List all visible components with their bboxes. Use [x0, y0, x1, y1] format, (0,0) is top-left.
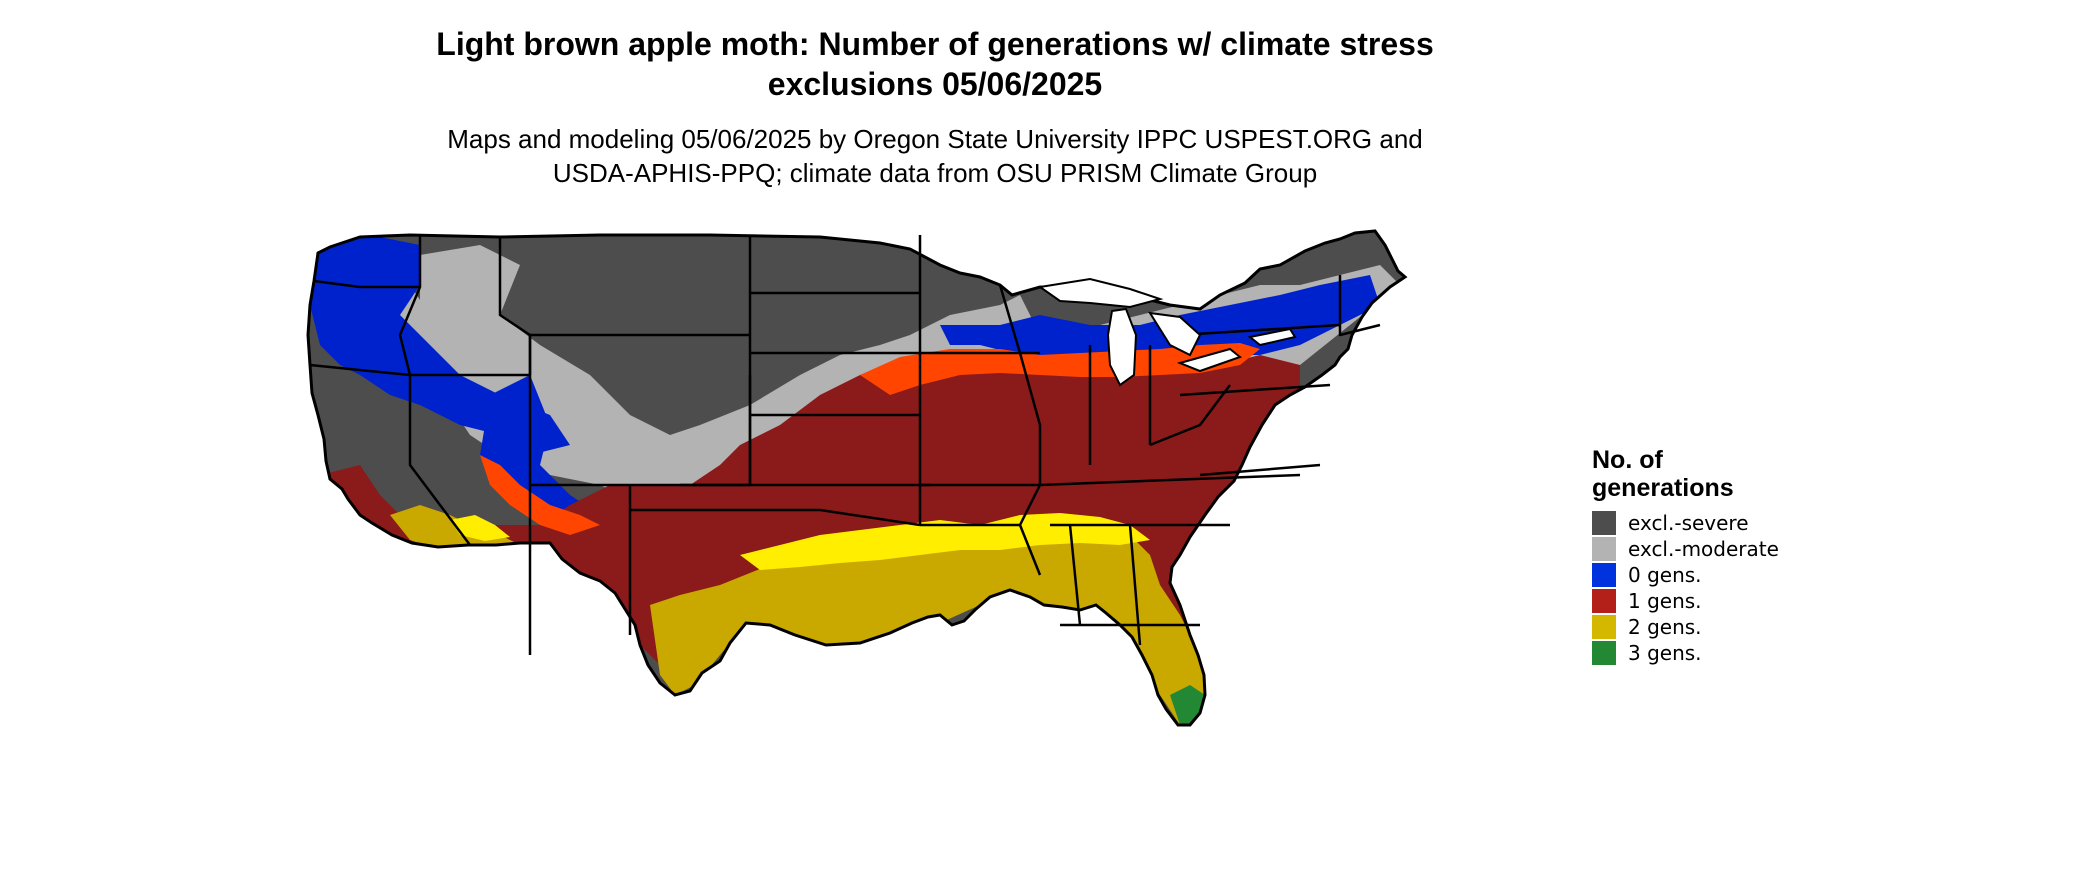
legend-swatch — [1592, 511, 1616, 535]
legend-label: 0 gens. — [1628, 563, 1702, 587]
legend: No. of generations excl.-severe excl.-mo… — [1592, 446, 1912, 666]
state-line-id-west — [398, 235, 422, 376]
map-title: Light brown apple moth: Number of genera… — [340, 24, 1530, 104]
legend-label: 2 gens. — [1628, 615, 1702, 639]
state-line-oh-wv — [1149, 384, 1231, 447]
state-line-ms-al — [1068, 524, 1082, 626]
state-line-pa-south — [1179, 383, 1331, 397]
map-fill-layers — [308, 231, 1405, 725]
legend-item-excl-severe: excl.-severe — [1592, 510, 1912, 536]
legend-label: 3 gens. — [1628, 641, 1702, 665]
map-svg — [306, 229, 1407, 727]
map-title-line2: exclusions 05/06/2025 — [767, 66, 1103, 102]
region-3-gens-south-florida — [1170, 685, 1205, 725]
great-lakes — [1037, 277, 1297, 387]
lake-huron — [1148, 311, 1202, 357]
state-line-or-wa — [313, 279, 420, 289]
state-line-new-england — [1338, 275, 1381, 337]
map-subtitle-line1: Maps and modeling 05/06/2025 by Oregon S… — [447, 124, 1423, 154]
state-boundaries — [309, 235, 1381, 655]
map-subtitle-line2: USDA-APHIS-PPQ; climate data from OSU PR… — [552, 158, 1318, 188]
lake-superior — [1037, 277, 1164, 309]
us-generations-map — [300, 225, 1560, 890]
legend-swatch — [1592, 589, 1616, 613]
legend-item-1-gens: 1 gens. — [1592, 588, 1912, 614]
map-title-line1: Light brown apple moth: Number of genera… — [436, 26, 1434, 62]
state-line-va-nc — [1199, 463, 1321, 477]
lake-michigan — [1106, 307, 1138, 387]
region-2-gens-bright-band — [740, 513, 1150, 570]
state-line-pa-ny — [1179, 323, 1341, 337]
legend-title: No. of generations — [1592, 446, 1912, 502]
legend-title-line1: No. of — [1592, 446, 1663, 474]
legend-item-3-gens: 3 gens. — [1592, 640, 1912, 666]
legend-swatch — [1592, 641, 1616, 665]
region-1-gens-orange-band — [860, 343, 1260, 395]
state-line-ca-nv — [408, 375, 471, 546]
legend-label: excl.-severe — [1628, 511, 1749, 535]
legend-item-0-gens: 0 gens. — [1592, 562, 1912, 588]
region-2-gens-arizona-bright — [450, 515, 510, 541]
lake-ontario — [1247, 327, 1297, 347]
legend-label: excl.-moderate — [1628, 537, 1779, 561]
state-line-mississippi-river — [998, 284, 1042, 526]
legend-swatch — [1592, 615, 1616, 639]
state-line-ky-tn — [1039, 473, 1301, 487]
legend-title-line2: generations — [1592, 474, 1734, 502]
map-subtitle: Maps and modeling 05/06/2025 by Oregon S… — [340, 122, 1530, 190]
state-line-tx-ok — [630, 508, 921, 527]
legend-label: 1 gens. — [1628, 589, 1702, 613]
legend-swatch — [1592, 563, 1616, 587]
legend-swatch — [1592, 537, 1616, 561]
region-1-gens-orange-southwest — [480, 455, 600, 535]
legend-item-2-gens: 2 gens. — [1592, 614, 1912, 640]
legend-item-excl-moderate: excl.-moderate — [1592, 536, 1912, 562]
lake-erie — [1176, 347, 1243, 373]
